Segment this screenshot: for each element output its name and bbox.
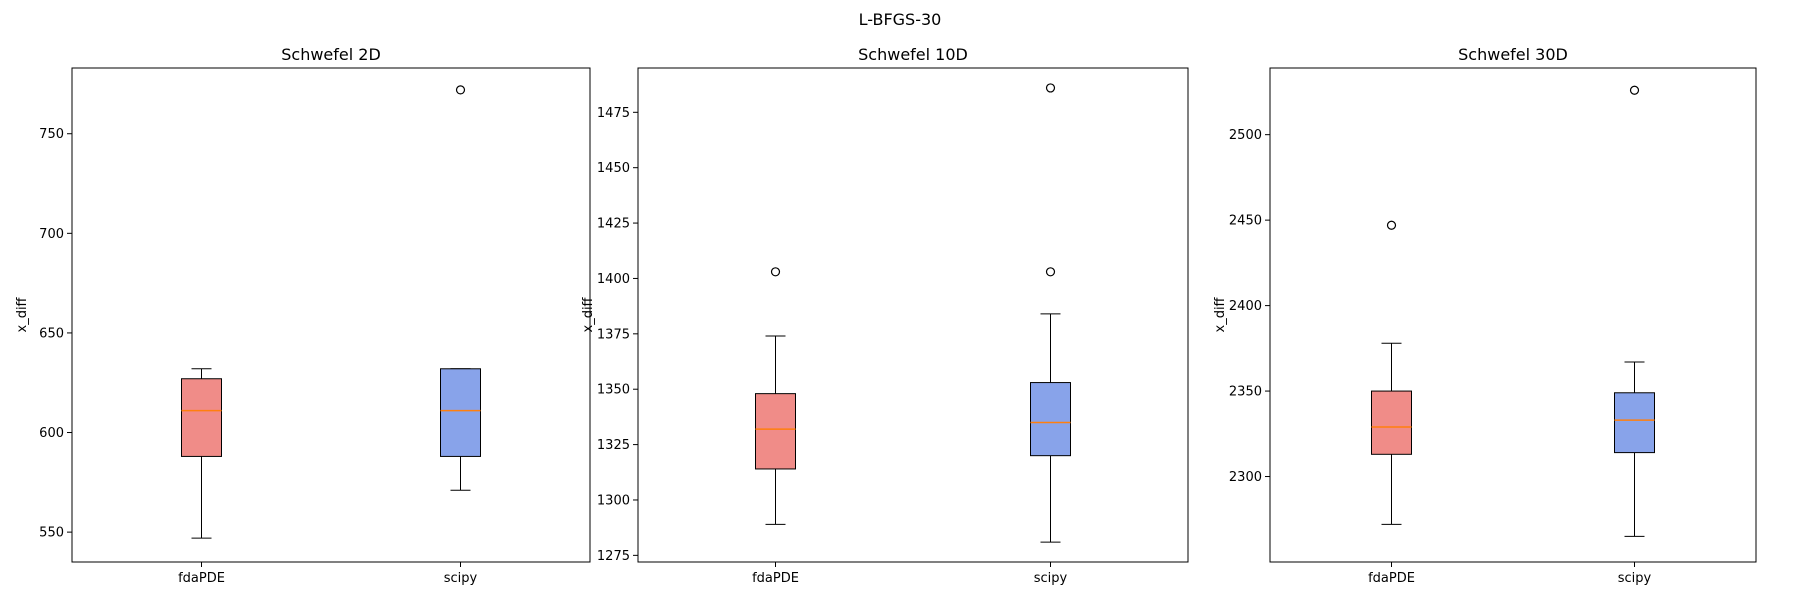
subplot-title: Schwefel 30D [1458,45,1568,64]
box-body [181,378,222,457]
outlier-point [1045,267,1056,277]
box-body [755,393,796,470]
y-tick-label: 2300 [1229,470,1262,485]
x-tick-label: fdaPDE [752,571,799,586]
y-tick-label: 1375 [597,327,630,342]
y-tick-label: 650 [39,326,64,341]
subplot-2: Schwefel 10D x_diff 1275 1300 1325 1350 1375 14… [581,45,1189,586]
subplot-title: Schwefel 10D [858,45,968,64]
outlier-point [1045,83,1056,93]
outlier-point [1629,85,1640,95]
box-scipy [440,85,481,491]
y-axis-label: x_diff [15,296,30,332]
x-tick-label: scipy [1034,571,1068,586]
subplot-1: Schwefel 2D x_diff 550 600 650 700 750 fdaPDE sc… [15,45,591,586]
y-tick-label: 1400 [597,272,630,287]
plot-frame [1269,67,1757,563]
y-axis-label: x_diff [581,296,596,332]
box-body [1614,392,1655,454]
box-fdaPDE [755,267,796,525]
subplot-title: Schwefel 2D [281,45,381,64]
y-tick-label: 1450 [597,161,630,176]
box-body [1030,382,1071,457]
plot-frame [71,67,591,563]
y-tick-label: 1300 [597,493,630,508]
y-tick-label: 1275 [597,549,630,564]
y-tick-label: 700 [39,227,64,242]
x-tick-label: scipy [1618,571,1652,586]
x-tick-label: fdaPDE [178,571,225,586]
box-fdaPDE [181,368,222,539]
plot-frame [637,67,1189,563]
y-axis-label: x_diff [1213,296,1228,332]
outlier-point [770,267,781,277]
y-tick-label: 1425 [597,217,630,232]
y-tick-label: 1350 [597,383,630,398]
y-tick-label: 2500 [1229,128,1262,143]
outlier-point [1386,220,1397,230]
box-body [440,368,481,457]
y-tick-label: 2400 [1229,299,1262,314]
x-tick-label: fdaPDE [1368,571,1415,586]
y-tick-label: 600 [39,426,64,441]
y-tick-label: 2350 [1229,385,1262,400]
y-tick-label: 750 [39,127,64,142]
subplot-3: Schwefel 30D x_diff 2300 2350 2400 2450 2500 fd… [1213,45,1757,586]
figure-title: L-BFGS-30 [859,10,942,29]
box-body [1371,390,1412,455]
x-tick-label: scipy [444,571,478,586]
y-tick-label: 2450 [1229,214,1262,229]
outlier-point [455,85,466,95]
box-scipy [1030,83,1071,543]
y-tick-label: 1475 [597,106,630,121]
subplots: Schwefel 2D x_diff 550 600 650 700 750 fdaPDE sc… [15,45,1757,586]
y-tick-label: 550 [39,526,64,541]
box-fdaPDE [1371,220,1412,525]
y-tick-label: 1325 [597,438,630,453]
box-scipy [1614,85,1655,537]
